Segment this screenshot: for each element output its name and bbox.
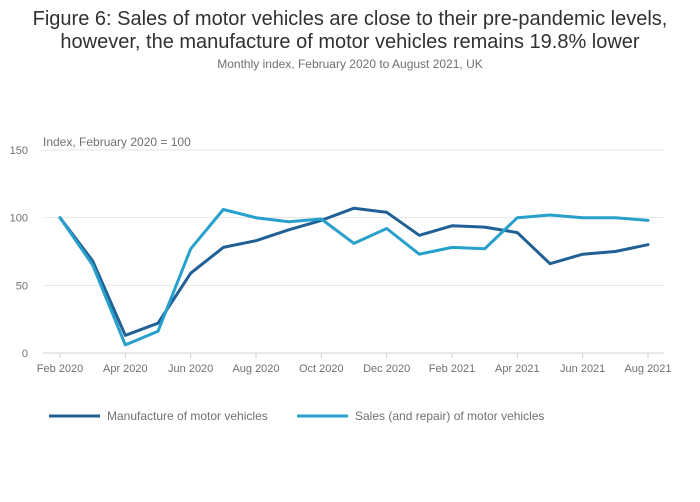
chart-title-line-2: however, the manufacture of motor vehicl…	[60, 31, 640, 53]
x-tick-label: Jun 2020	[168, 363, 213, 375]
x-tick-label: Dec 2020	[363, 363, 410, 375]
y-axis-ticks: 0 50 100 150	[10, 145, 28, 360]
y-axis-label: Index, February 2020 = 100	[43, 135, 191, 149]
legend-label-1: Manufacture of motor vehicles	[107, 409, 268, 423]
x-tick-label: Aug 2021	[624, 363, 671, 375]
x-tick-label: Apr 2020	[103, 363, 148, 375]
x-tick-label: Apr 2021	[495, 363, 540, 375]
legend-label-2: Sales (and repair) of motor vehicles	[355, 409, 544, 423]
chart-title: Figure 6: Sales of motor vehicles are cl…	[0, 8, 700, 54]
x-tick-label: Aug 2020	[232, 363, 279, 375]
y-tick-label: 50	[16, 280, 28, 292]
x-tick-label: Feb 2021	[429, 363, 475, 375]
series-lines	[58, 206, 650, 347]
x-axis-ticks: Feb 2020 Apr 2020 Jun 2020 Aug 2020 Oct 2020…	[37, 353, 672, 375]
y-tick-label: 0	[22, 348, 28, 360]
chart-subtitle: Monthly index, February 2020 to August 2…	[217, 57, 483, 71]
y-tick-label: 100	[10, 213, 28, 225]
x-tick-label: Jun 2021	[560, 363, 605, 375]
gridlines	[43, 149, 664, 286]
y-tick-label: 150	[10, 145, 28, 157]
x-tick-label: Feb 2020	[37, 363, 83, 375]
series-line-2	[58, 208, 650, 347]
legend: Manufacture of motor vehicles Sales (and …	[49, 409, 544, 423]
series-line-1	[58, 206, 650, 337]
x-tick-label: Oct 2020	[299, 363, 344, 375]
chart-title-line-1: Figure 6: Sales of motor vehicles are cl…	[32, 8, 668, 30]
